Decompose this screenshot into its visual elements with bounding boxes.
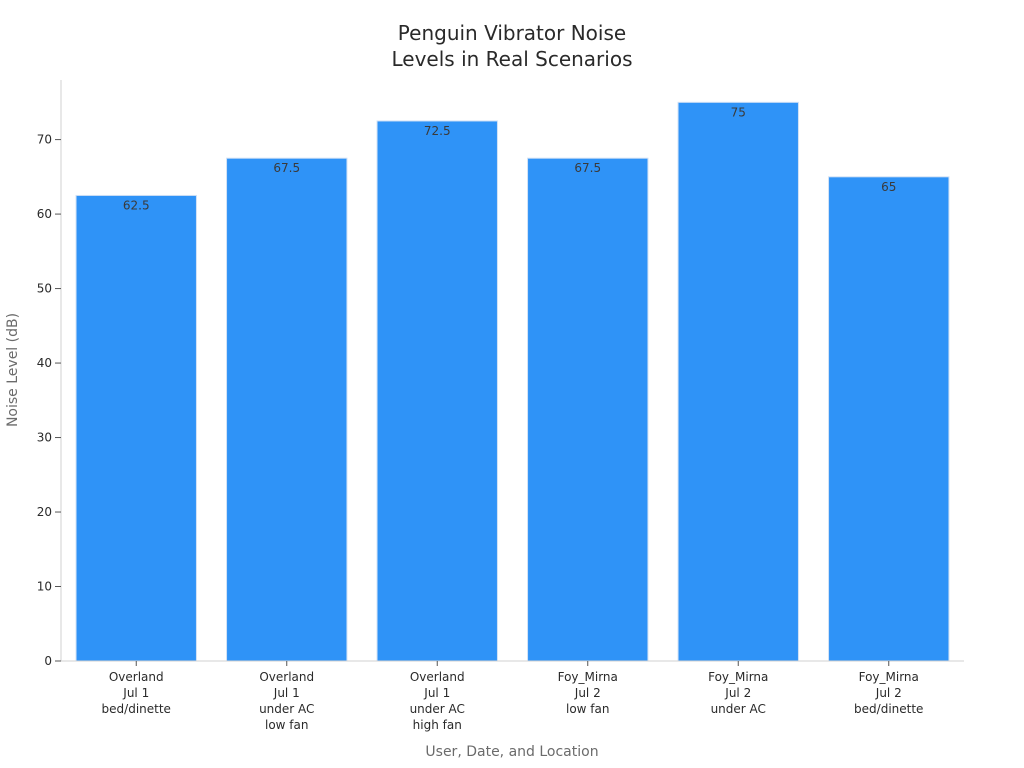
- y-tick-label: 30: [37, 431, 52, 445]
- x-tick-label: Foy_Mirna Jul 2 under AC: [708, 670, 768, 716]
- x-tick-label-line: Overland: [410, 670, 465, 684]
- y-tick-label: 50: [37, 282, 52, 296]
- y-tick-label: 10: [37, 580, 52, 594]
- x-tick-label-line: under AC: [259, 702, 314, 716]
- x-tick-label: Foy_Mirna Jul 2 bed/dinette: [854, 670, 923, 716]
- x-tick-label-line: low fan: [566, 702, 610, 716]
- bar: [828, 176, 950, 662]
- x-tick-label-line: under AC: [711, 702, 766, 716]
- data-labels: 62.5 67.5 72.5 67.5 75 65: [123, 105, 897, 212]
- x-tick-label-line: low fan: [265, 718, 309, 732]
- axes: [60, 80, 964, 662]
- x-tick-label-line: Jul 2: [875, 686, 902, 700]
- x-tick-label-line: under AC: [410, 702, 465, 716]
- chart-title-line: Penguin Vibrator Noise: [398, 21, 626, 45]
- x-tick-label-line: high fan: [413, 718, 462, 732]
- x-tick-label-line: Jul 1: [273, 686, 300, 700]
- bar: [376, 120, 498, 662]
- chart-title-line: Levels in Real Scenarios: [392, 47, 633, 71]
- x-tick-label: Overland Jul 1 under AC high fan: [410, 670, 465, 732]
- x-tick-label-line: Foy_Mirna: [708, 670, 768, 684]
- y-tick-label: 40: [37, 356, 52, 370]
- x-tick-label-line: Overland: [109, 670, 164, 684]
- x-tick-label-line: bed/dinette: [102, 702, 171, 716]
- x-tick-label: Overland Jul 1 under AC low fan: [259, 670, 314, 732]
- data-label: 65: [881, 180, 896, 194]
- x-tick-label-line: Foy_Mirna: [558, 670, 618, 684]
- x-axis-title: User, Date, and Location: [425, 744, 598, 760]
- x-tick-label: Overland Jul 1 bed/dinette: [102, 670, 171, 716]
- x-tick-label-line: bed/dinette: [854, 702, 923, 716]
- y-tick-label: 60: [37, 207, 52, 221]
- x-tick-label-line: Jul 2: [574, 686, 601, 700]
- data-label: 67.5: [273, 161, 300, 175]
- chart-title-text: Penguin Vibrator Noise Levels in Real Sce…: [392, 21, 633, 71]
- y-tick-label: 20: [37, 505, 52, 519]
- data-label: 75: [731, 105, 746, 119]
- y-axis-title: Noise Level (dB): [5, 313, 21, 427]
- x-tick-label: Foy_Mirna Jul 2 low fan: [558, 670, 618, 716]
- y-tick-label: 0: [44, 654, 52, 668]
- x-tick-label-line: Jul 1: [423, 686, 450, 700]
- bars: [75, 101, 950, 662]
- x-tick-label-line: Foy_Mirna: [859, 670, 919, 684]
- bar: [527, 157, 649, 662]
- x-axis-ticks: Overland Jul 1 bed/dinette Overland Jul 1 und…: [102, 661, 923, 732]
- x-tick-label-line: Overland: [259, 670, 314, 684]
- x-tick-label-line: Jul 1: [122, 686, 149, 700]
- data-label: 62.5: [123, 198, 150, 212]
- bar: [75, 194, 197, 662]
- bar: [226, 157, 348, 662]
- data-label: 67.5: [574, 161, 601, 175]
- y-tick-label: 70: [37, 133, 52, 147]
- y-axis-ticks: 0 10 20 30 40 50 60 70: [37, 133, 61, 668]
- data-label: 72.5: [424, 124, 451, 138]
- chart-title: Penguin Vibrator Noise Levels in Real Sce…: [392, 21, 633, 71]
- bar: [677, 101, 799, 662]
- x-tick-label-line: Jul 2: [724, 686, 751, 700]
